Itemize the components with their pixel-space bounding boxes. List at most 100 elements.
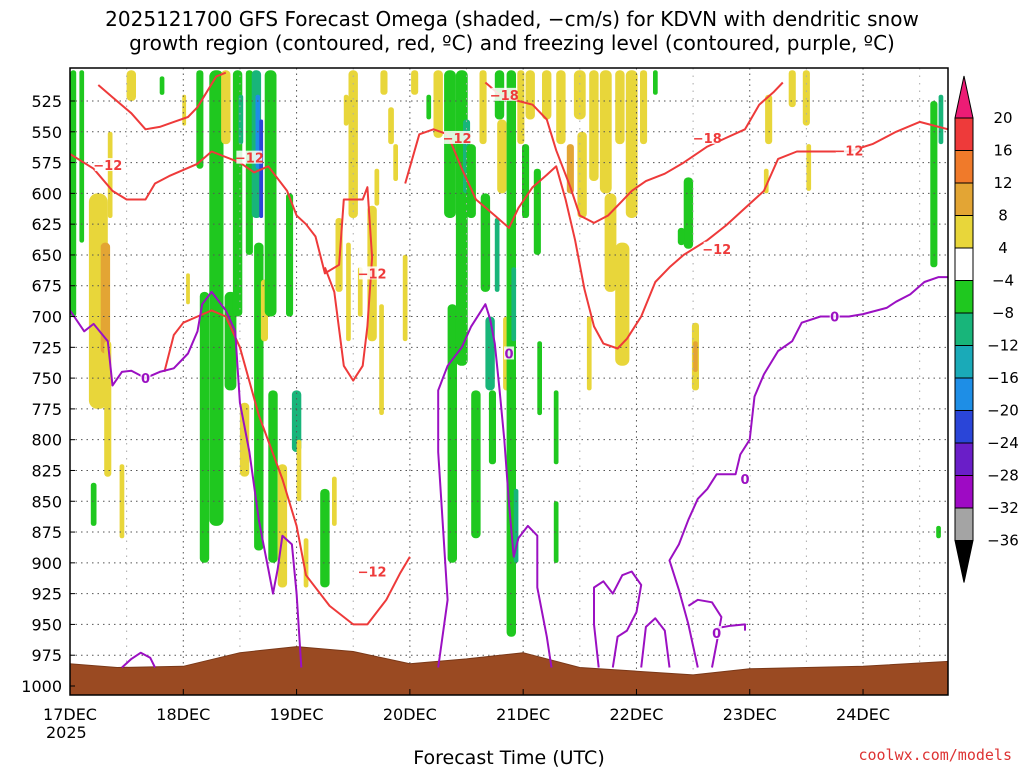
- omega-cell: [433, 70, 443, 138]
- omega-cell: [296, 439, 302, 502]
- colorbar-level-label: 20: [993, 109, 1012, 127]
- contour-label-bg: [491, 87, 518, 101]
- omega-cell: [577, 131, 587, 218]
- omega-cell: [553, 390, 559, 465]
- omega-cell: [589, 70, 599, 181]
- omega-cell: [604, 193, 617, 292]
- omega-cell: [480, 193, 491, 292]
- contour-label-bg: [236, 150, 263, 164]
- contour-label-bg: [359, 266, 386, 280]
- contour-label-bg: [703, 241, 730, 255]
- y-tick-label: 850: [31, 492, 62, 511]
- omega-cell: [239, 402, 250, 477]
- credit-link[interactable]: coolwx.com/models: [858, 746, 1012, 764]
- omega-cell: [466, 144, 476, 218]
- ground-terrain: [69, 646, 949, 696]
- omega-cell: [343, 94, 349, 126]
- contour-label-bg: [694, 130, 721, 144]
- omega-cell: [238, 94, 244, 145]
- y-tick-label: 575: [31, 154, 62, 173]
- omega-cell: [455, 70, 468, 366]
- omega-cell: [100, 242, 111, 354]
- omega-cell: [380, 70, 388, 95]
- freezing-level-line: [593, 570, 643, 668]
- contour-label-bg: [740, 472, 751, 486]
- contour-label: 0: [740, 473, 749, 488]
- colorbar-level-label: −24: [987, 434, 1019, 452]
- omega-cell: [497, 119, 507, 194]
- contour-label: −12: [443, 132, 472, 147]
- omega-cell: [542, 70, 552, 120]
- omega-cell: [615, 70, 625, 145]
- contour-label-bg: [359, 564, 386, 578]
- omega-cell: [444, 70, 456, 218]
- contour-layer: [70, 71, 948, 669]
- omega-cell: [286, 193, 294, 317]
- y-tick-label: 800: [31, 431, 62, 450]
- dgz-isotherm-line: [97, 71, 227, 131]
- contour-label-bg: [94, 158, 121, 172]
- x-tick-label: 19DEC: [270, 705, 324, 724]
- colorbar-swatch: [954, 215, 974, 249]
- omega-cell: [553, 501, 559, 563]
- y-tick-label: 525: [31, 92, 62, 111]
- colorbar-swatch: [954, 312, 974, 346]
- freezing-level-line: [668, 276, 948, 668]
- dgz-isotherm-line: [484, 81, 784, 224]
- grid-layer: [69, 68, 948, 695]
- contour-label-layer: −12 −12 −12 −12 −12 −18 −18 −12 −12 0 0 0 0 0: [93, 87, 863, 642]
- omega-cell: [537, 341, 542, 416]
- omega-cell: [677, 227, 685, 246]
- omega-cell: [533, 168, 541, 255]
- colorbar-level-label: −4: [992, 272, 1014, 290]
- y-tick-label: 700: [31, 308, 62, 327]
- omega-cell: [494, 218, 500, 292]
- contour-label: −12: [358, 267, 387, 282]
- y-tick-label: 975: [31, 646, 62, 665]
- omega-cell: [517, 70, 525, 145]
- contour-label-bg: [140, 371, 151, 385]
- colorbar-level-label: −16: [987, 369, 1019, 387]
- omega-cell: [930, 101, 938, 268]
- dgz-isotherm-line: [163, 309, 411, 626]
- freezing-level-line: [437, 303, 553, 668]
- omega-cell: [683, 177, 694, 249]
- omega-cell: [346, 242, 351, 342]
- y-tick-label: 925: [31, 585, 62, 604]
- y-tick-label: 600: [31, 184, 62, 203]
- omega-cell: [119, 464, 125, 539]
- contour-label: −18: [693, 132, 722, 147]
- y-tick-label: 725: [31, 338, 62, 357]
- omega-cell: [625, 70, 638, 218]
- omega-cell: [693, 341, 698, 372]
- omega-cell: [586, 316, 592, 391]
- y-tick-label: 625: [31, 215, 62, 234]
- contour-label: −12: [358, 565, 387, 580]
- contour-label: 0: [830, 311, 839, 326]
- colorbar-swatch: [954, 182, 974, 216]
- omega-shading-layer: [70, 70, 944, 637]
- colorbar-level-label: −32: [987, 499, 1019, 517]
- colorbar-top-arrow: [954, 75, 974, 119]
- omega-cell: [411, 70, 419, 95]
- colorbar-level-label: −12: [987, 337, 1019, 355]
- omega-cell: [511, 267, 517, 342]
- omega-cell: [615, 242, 630, 366]
- omega-cell: [196, 70, 204, 169]
- colorbar-legend: 20 16 12 8 4 −4 −8 −12 −16 −20 −24 −28 −32 −36: [954, 75, 1019, 583]
- freezing-level-line: [70, 290, 303, 668]
- omega-cell: [379, 304, 384, 415]
- colorbar-level-label: −36: [987, 532, 1019, 550]
- omega-cell: [802, 70, 810, 126]
- contour-label: −12: [235, 152, 264, 167]
- dgz-isotherm-line: [404, 120, 948, 350]
- colorbar-swatch: [954, 117, 974, 151]
- omega-cell: [479, 70, 487, 145]
- y-tick-label: 775: [31, 400, 62, 419]
- colorbar-swatch: [954, 475, 974, 509]
- y-tick-label: 675: [31, 277, 62, 296]
- colorbar-level-label: −8: [992, 304, 1014, 322]
- contour-label: −12: [702, 243, 731, 258]
